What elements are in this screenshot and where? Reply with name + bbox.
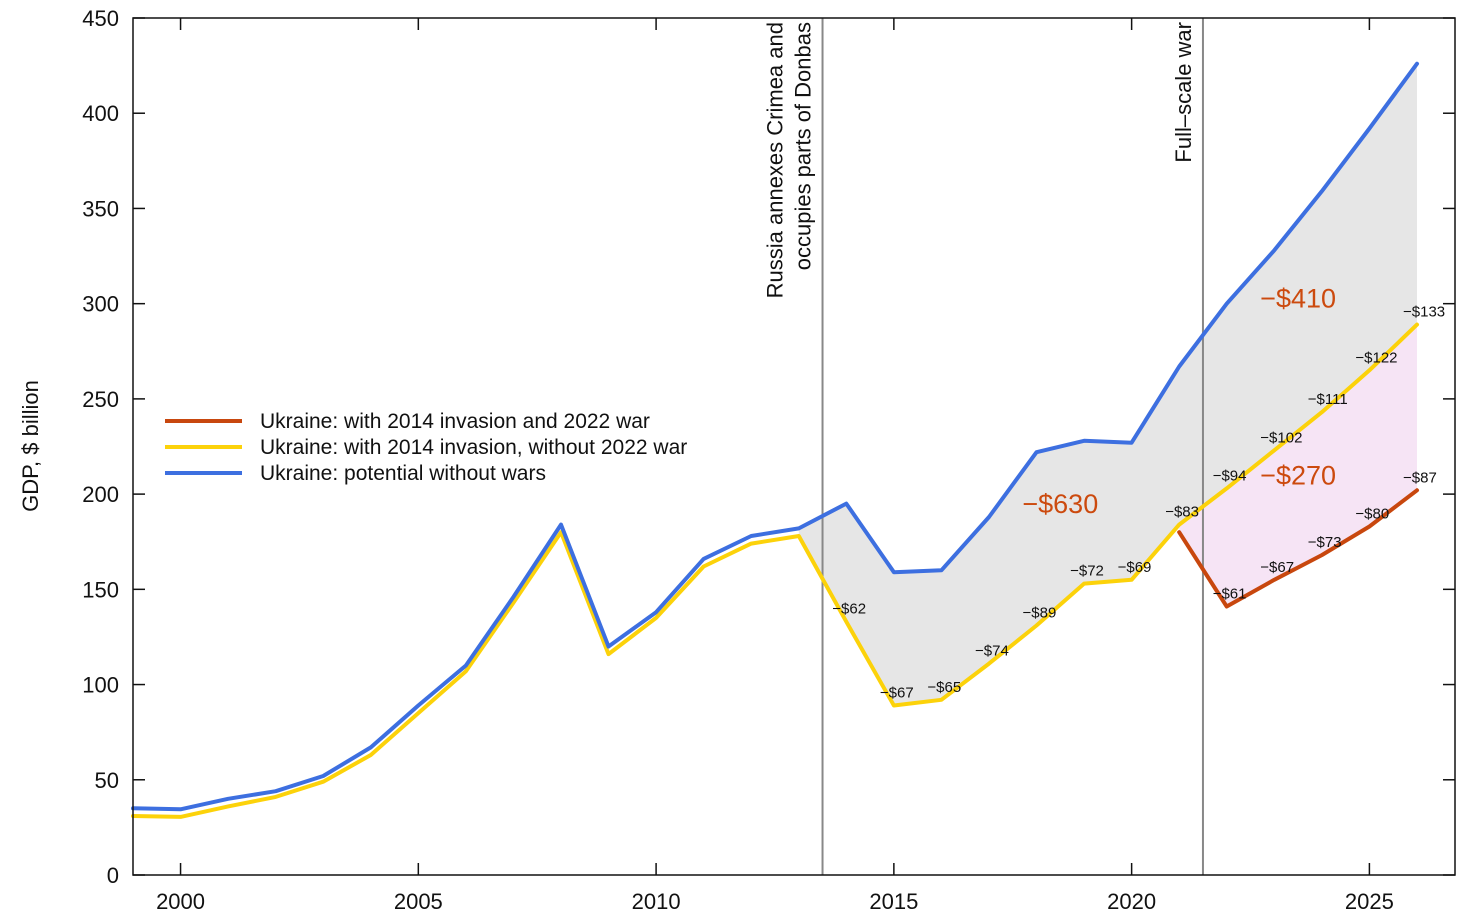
- y-tick-label-100: 100: [82, 673, 119, 698]
- total-loss-label-2: −$410: [1260, 284, 1336, 314]
- loss-label-17: −$80: [1355, 506, 1389, 523]
- loss-label-13: −$133: [1403, 304, 1445, 321]
- x-tick-label-2020: 2020: [1107, 889, 1156, 914]
- event-label-1-line1: Russia annexes Crimea and: [763, 22, 788, 298]
- loss-label-11: −$111: [1308, 391, 1348, 408]
- loss-label-1: −$62: [832, 601, 866, 618]
- y-tick-label-0: 0: [107, 863, 119, 888]
- event-label-1-line2: occupies parts of Donbas: [791, 22, 816, 270]
- plot-frame: [132, 17, 1456, 876]
- annual-loss-labels: −$62 −$67 −$65 −$74 −$89 −$72 −$69 −$83 −$94 −$10…: [832, 304, 1445, 702]
- y-tick-label-400: 400: [82, 101, 119, 126]
- loss-label-16: −$73: [1308, 534, 1342, 551]
- shade-2022-loss: [1179, 324, 1417, 607]
- loss-label-3: −$65: [927, 679, 961, 696]
- event-label-2: Full–scale war: [1171, 22, 1196, 163]
- loss-label-8: −$83: [1165, 504, 1199, 521]
- x-tick-label-2025: 2025: [1345, 889, 1394, 914]
- series-line-potential: [131, 61, 1419, 812]
- total-loss-label-3: −$270: [1260, 461, 1336, 491]
- series-line-without-2022-war: [131, 322, 1419, 819]
- y-axis-label: GDP, $ billion: [18, 380, 43, 512]
- y-tick-label-200: 200: [82, 482, 119, 507]
- axes: 2000 2005 2010 2015 2020 2025 0 50 100 150 200 250 3…: [82, 6, 1455, 914]
- series-lines: [131, 61, 1419, 819]
- total-loss-labels: −$630 −$410 −$270: [1022, 284, 1336, 520]
- legend-label-without-2022-war: Ukraine: with 2014 invasion, without 202…: [260, 436, 687, 459]
- x-tick-label-2005: 2005: [394, 889, 443, 914]
- y-tick-label-450: 450: [82, 6, 119, 31]
- loss-label-12: −$122: [1355, 349, 1397, 366]
- loss-label-6: −$72: [1070, 563, 1104, 580]
- y-tick-label-300: 300: [82, 292, 119, 317]
- legend-label-potential: Ukraine: potential without wars: [260, 462, 546, 485]
- shade-2014-loss: [798, 63, 1417, 706]
- x-tick-label-2015: 2015: [869, 889, 918, 914]
- total-loss-label-1: −$630: [1022, 489, 1098, 519]
- loss-shading: [798, 63, 1417, 706]
- loss-label-10: −$102: [1260, 429, 1302, 446]
- legend-label-with-2022-war: Ukraine: with 2014 invasion and 2022 war: [260, 410, 650, 433]
- loss-label-4: −$74: [975, 643, 1009, 660]
- y-tick-label-350: 350: [82, 196, 119, 221]
- loss-label-18: −$87: [1403, 469, 1437, 486]
- loss-label-9: −$94: [1213, 467, 1247, 484]
- y-tick-label-150: 150: [82, 577, 119, 602]
- series-line-with-2022-war: [1177, 488, 1419, 609]
- event-lines: Russia annexes Crimea and occupies parts …: [763, 18, 1204, 875]
- legend: Ukraine: with 2014 invasion and 2022 war…: [165, 410, 687, 485]
- y-tick-label-50: 50: [95, 768, 119, 793]
- x-tick-label-2010: 2010: [632, 889, 681, 914]
- loss-label-2: −$67: [880, 685, 914, 702]
- loss-label-7: −$69: [1118, 559, 1152, 576]
- x-tick-label-2000: 2000: [156, 889, 205, 914]
- loss-label-14: −$61: [1213, 586, 1247, 603]
- loss-label-15: −$67: [1260, 559, 1294, 576]
- y-tick-label-250: 250: [82, 387, 119, 412]
- loss-label-5: −$89: [1023, 605, 1057, 622]
